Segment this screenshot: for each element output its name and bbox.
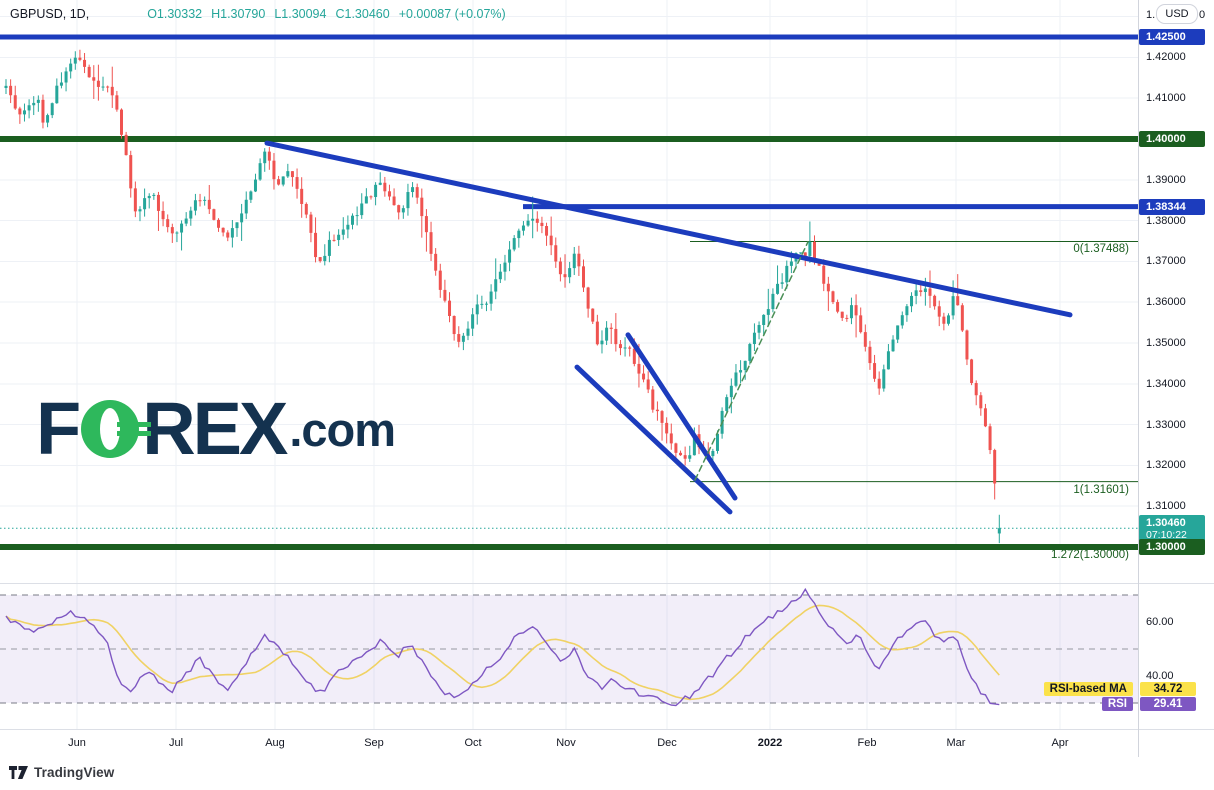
price-tick-label: 1.42000 — [1146, 51, 1186, 64]
price-axis-border — [1138, 0, 1139, 757]
price-tick-label: 1.32000 — [1146, 459, 1186, 472]
chart-legend: GBPUSD, 1D, O1.30332 H1.30790 L1.30094 C1.30… — [10, 7, 515, 21]
price-level-badge: 1.30000 — [1139, 539, 1205, 555]
forex-watermark-rex: REX — [142, 387, 288, 470]
price-axis[interactable]: 1. 0 USD 1.42000 1.41000 1.39000 1.38000 1.3… — [1139, 0, 1214, 757]
price-level-badge: 1.38344 — [1139, 198, 1205, 215]
rsi-value-badge: 29.41 — [1140, 696, 1196, 711]
fib-level-label: 1.272(1.30000) — [1050, 549, 1129, 561]
time-axis-label: Jun — [68, 737, 86, 749]
forex-watermark-com: .com — [289, 402, 396, 456]
tradingview-attribution-text: TradingView — [34, 765, 115, 780]
top-tick-partial-left: 1. — [1146, 9, 1156, 21]
price-tick-label: 1.37000 — [1146, 255, 1186, 268]
price-level-badge: 1.30460 07:10:22 — [1139, 515, 1205, 544]
tradingview-logo-icon — [9, 766, 28, 779]
ohlc-low: L1.30094 — [274, 7, 327, 21]
time-axis-label: Feb — [857, 737, 877, 749]
time-axis-label: Apr — [1051, 737, 1069, 749]
time-axis-label: Sep — [364, 737, 384, 749]
forex-watermark: F REX .com — [36, 387, 396, 470]
rsi-pane[interactable]: RSI-based MA RSI — [0, 584, 1138, 729]
price-tick-label: 1.33000 — [1146, 418, 1186, 431]
forex-watermark-f: F — [36, 387, 81, 470]
tradingview-attribution[interactable]: TradingView — [9, 765, 114, 780]
currency-unit-button[interactable]: USD — [1156, 4, 1198, 24]
price-level-badge: 1.40000 — [1139, 131, 1205, 147]
time-axis-label: Mar — [946, 737, 966, 749]
top-tick-partial-right: 0 — [1199, 9, 1206, 21]
ohlc-close: C1.30460 — [335, 7, 390, 21]
time-axis-label: Dec — [657, 737, 677, 749]
pane-separator[interactable] — [0, 583, 1214, 584]
forex-logo-o-icon — [81, 400, 152, 458]
rsi-ma-value-badge: 34.72 — [1140, 682, 1196, 697]
time-axis-label: Jul — [168, 737, 184, 749]
time-axis-label: 2022 — [757, 737, 783, 749]
price-tick-label: 1.38000 — [1146, 214, 1186, 227]
price-level-badge: 1.42500 — [1139, 29, 1205, 45]
price-tick-label: 1.34000 — [1146, 377, 1186, 390]
price-tick-label: 1.36000 — [1146, 296, 1186, 309]
price-tick-label: 1.39000 — [1146, 173, 1186, 186]
footer: TradingView — [0, 758, 1214, 790]
price-chart-canvas[interactable] — [0, 0, 1138, 583]
price-tick-label: 1.35000 — [1146, 337, 1186, 349]
rsi-label: RSI — [1101, 696, 1133, 711]
price-tick-label: 1.41000 — [1146, 92, 1186, 105]
time-axis-label: Nov — [556, 737, 576, 749]
price-tick-label: 1.31000 — [1146, 500, 1186, 513]
time-axis-label: Oct — [464, 737, 482, 749]
rsi-ma-label: RSI-based MA — [1043, 682, 1133, 697]
fib-level-label: 0(1.37488) — [1073, 243, 1129, 256]
time-axis[interactable]: Jun Jul Aug Sep Oct Nov Dec 2022 Feb Mar Apr — [0, 729, 1214, 759]
ohlc-change: +0.00087 (+0.07%) — [398, 7, 506, 21]
rsi-tick-label: 60.00 — [1146, 616, 1174, 628]
symbol-title[interactable]: GBPUSD, 1D, — [10, 7, 90, 21]
fib-level-label: 1(1.31601) — [1073, 483, 1129, 496]
rsi-tick-label: 40.00 — [1146, 670, 1174, 682]
ohlc-high: H1.30790 — [211, 7, 266, 21]
price-pane[interactable]: F REX .com GBPUSD, 1D, O1.30332 H1.30790 L1… — [0, 0, 1138, 583]
ohlc-open: O1.30332 — [147, 7, 203, 21]
rsi-chart-canvas[interactable] — [0, 584, 1138, 729]
time-axis-label: Aug — [265, 737, 285, 749]
